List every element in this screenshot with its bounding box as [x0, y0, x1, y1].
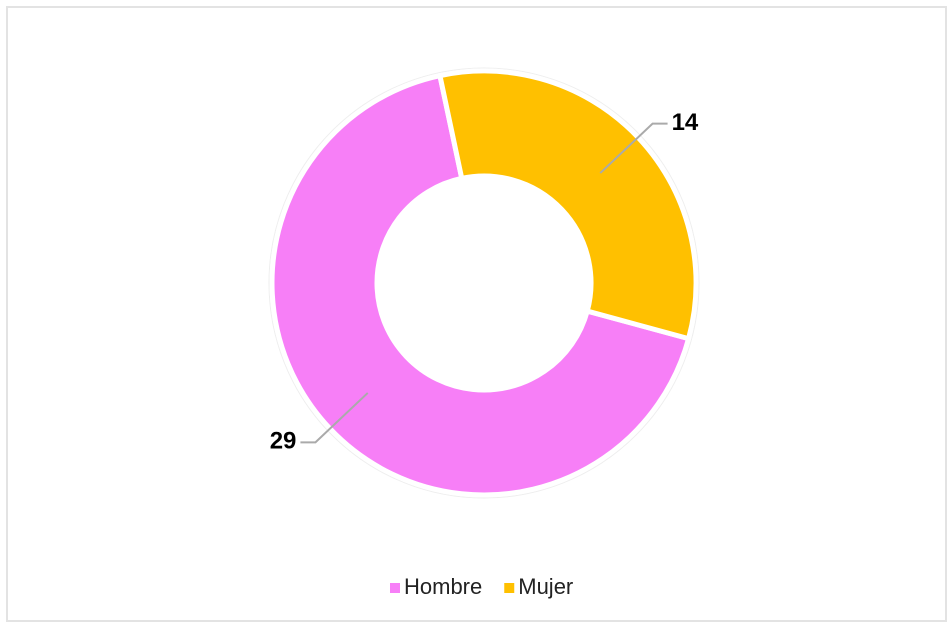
data-label: 14 — [672, 109, 699, 136]
donut-slice — [436, 68, 699, 342]
leader-line — [599, 122, 668, 174]
leader-line — [300, 392, 369, 444]
legend-swatch — [504, 583, 515, 593]
data-label: 29 — [270, 428, 297, 455]
chart-frame — [6, 6, 947, 622]
legend-label: Hombre — [404, 574, 482, 599]
donut-slice — [269, 72, 692, 498]
legend-label: Mujer — [518, 574, 573, 599]
legend-swatch — [390, 583, 400, 593]
